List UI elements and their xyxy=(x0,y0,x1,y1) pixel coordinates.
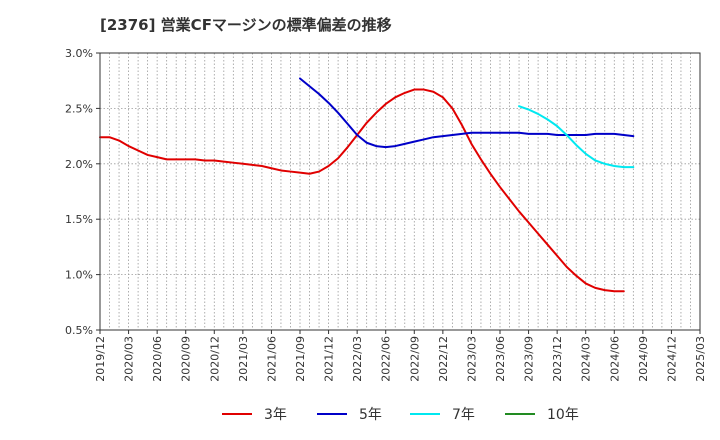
x-tick-label: 2022/12 xyxy=(437,336,450,382)
x-tick-label: 2025/03 xyxy=(694,336,707,382)
legend-label-7年: 7年 xyxy=(452,407,475,423)
x-tick-label: 2020/03 xyxy=(123,336,136,382)
plot-frame xyxy=(99,52,701,331)
legend: 3年 5年 7年 10年 xyxy=(222,407,579,423)
legend-label-5年: 5年 xyxy=(359,407,382,423)
y-tick-label: 3.0% xyxy=(65,47,93,60)
x-tick-label: 2024/09 xyxy=(637,336,650,382)
x-tick-label: 2019/12 xyxy=(94,336,107,382)
x-tick-label: 2021/09 xyxy=(294,336,307,382)
series-lines xyxy=(99,77,635,293)
series-line-5年 xyxy=(299,77,635,149)
y-tick-label: 1.5% xyxy=(65,213,93,226)
y-tick-label: 2.0% xyxy=(65,158,93,171)
series-line-3年 xyxy=(99,88,625,293)
x-tick-label: 2021/06 xyxy=(265,336,278,382)
grid xyxy=(100,52,700,331)
y-tick-label: 2.5% xyxy=(65,102,93,115)
x-tick-label: 2021/12 xyxy=(323,336,336,382)
x-tick-label: 2022/06 xyxy=(380,336,393,382)
legend-label-3年: 3年 xyxy=(264,407,287,423)
x-tick-label: 2024/06 xyxy=(608,336,621,382)
x-tick-label: 2023/03 xyxy=(465,336,478,382)
x-tick-label: 2022/09 xyxy=(408,336,421,382)
chart-title: [2376] 営業CFマージンの標準偏差の推移 xyxy=(100,16,392,34)
x-tick-label: 2024/12 xyxy=(665,336,678,382)
y-tick-label: 0.5% xyxy=(65,324,93,337)
x-tick-label: 2020/12 xyxy=(208,336,221,382)
x-tick-label: 2021/03 xyxy=(237,336,250,382)
series-line-7年 xyxy=(518,105,635,169)
x-tick-label: 2023/09 xyxy=(523,336,536,382)
axes xyxy=(99,52,701,331)
x-tick-label: 2022/03 xyxy=(351,336,364,382)
x-tick-label: 2023/06 xyxy=(494,336,507,382)
y-tick-label: 1.0% xyxy=(65,269,93,282)
y-axis-ticks: 0.5% 1.0% 1.5% 2.0% 2.5% 3.0% xyxy=(65,47,100,337)
x-tick-label: 2020/09 xyxy=(180,336,193,382)
x-axis-ticks: 2019/12 2020/03 2020/06 2020/09 2020/12 2021/… xyxy=(94,330,707,382)
legend-label-10年: 10年 xyxy=(547,407,579,423)
x-tick-label: 2023/12 xyxy=(551,336,564,382)
x-tick-label: 2024/03 xyxy=(580,336,593,382)
x-tick-label: 2020/06 xyxy=(151,336,164,382)
